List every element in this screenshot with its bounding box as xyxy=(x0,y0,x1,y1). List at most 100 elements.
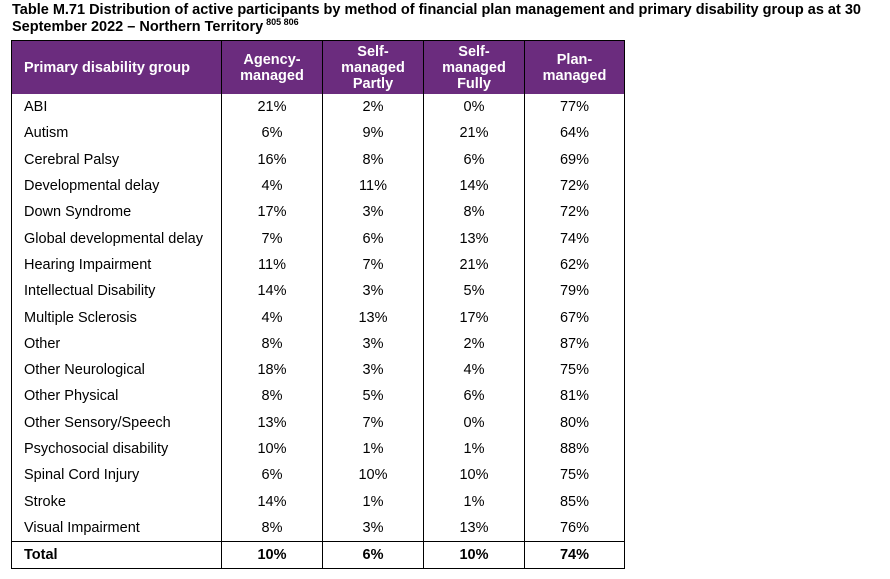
cell-value: 6% xyxy=(423,383,525,410)
cell-value: 88% xyxy=(524,435,625,463)
table-row: ABI 21% 2% 0% 77% xyxy=(11,94,625,121)
cell-value: 3% xyxy=(322,199,424,226)
cell-value: 14% xyxy=(423,172,525,200)
cell-value: 2% xyxy=(423,330,525,357)
row-label: Spinal Cord Injury xyxy=(11,462,222,489)
row-label: Cerebral Palsy xyxy=(11,146,222,173)
cell-value: 6% xyxy=(221,120,323,147)
header-self-managed-partly: Self-managed Partly xyxy=(322,40,424,94)
cell-value: 13% xyxy=(221,409,323,436)
cell-value: 5% xyxy=(322,383,424,410)
cell-value: 2% xyxy=(322,94,424,121)
cell-value: 3% xyxy=(322,514,424,542)
row-label: Intellectual Disability xyxy=(11,278,222,305)
table-row: Spinal Cord Injury 6% 10% 10% 75% xyxy=(11,462,625,489)
cell-value: 6% xyxy=(221,462,323,489)
row-label: Psychosocial disability xyxy=(11,435,222,463)
table-row: Psychosocial disability 10% 1% 1% 88% xyxy=(11,435,625,463)
header-agency-managed: Agency-managed xyxy=(221,40,323,94)
cell-value: 74% xyxy=(524,225,625,252)
cell-value: 81% xyxy=(524,383,625,410)
cell-value: 6% xyxy=(322,541,424,570)
header-self-managed-fully: Self-managed Fully xyxy=(423,40,525,94)
cell-value: 72% xyxy=(524,172,625,200)
cell-value: 85% xyxy=(524,488,625,515)
table-row: Other Sensory/Speech 13% 7% 0% 80% xyxy=(11,409,625,436)
header-row: Primary disability group Agency-managed Se… xyxy=(11,40,625,94)
cell-value: 21% xyxy=(221,94,323,121)
cell-value: 13% xyxy=(322,304,424,331)
cell-value: 75% xyxy=(524,462,625,489)
cell-value: 10% xyxy=(423,462,525,489)
caption-text: Table M.71 Distribution of active partic… xyxy=(12,2,861,35)
header-line: Plan- xyxy=(556,51,593,68)
table-row: Multiple Sclerosis 4% 13% 17% 67% xyxy=(11,304,625,331)
row-label: Stroke xyxy=(11,488,222,515)
cell-value: 10% xyxy=(423,541,525,570)
header-line: Primary disability group xyxy=(24,59,190,76)
table-caption: Table M.71 Distribution of active partic… xyxy=(12,2,884,36)
header-line: Self- xyxy=(458,43,490,60)
cell-value: 72% xyxy=(524,199,625,226)
row-label: Autism xyxy=(11,120,222,147)
table-row: Other 8% 3% 2% 87% xyxy=(11,330,625,357)
cell-value: 80% xyxy=(524,409,625,436)
table-row: Down Syndrome 17% 3% 8% 72% xyxy=(11,199,625,226)
total-row: Total 10% 6% 10% 74% xyxy=(11,541,625,570)
cell-value: 6% xyxy=(423,146,525,173)
header-line: managed xyxy=(442,59,506,76)
table-row: Other Physical 8% 5% 6% 81% xyxy=(11,383,625,410)
header-primary-disability-group: Primary disability group xyxy=(11,40,222,94)
cell-value: 9% xyxy=(322,120,424,147)
cell-value: 1% xyxy=(423,435,525,463)
cell-value: 62% xyxy=(524,251,625,279)
cell-value: 1% xyxy=(322,488,424,515)
header-line: Fully xyxy=(457,75,491,92)
table-row: Autism 6% 9% 21% 64% xyxy=(11,120,625,147)
cell-value: 4% xyxy=(221,172,323,200)
table-row: Other Neurological 18% 3% 4% 75% xyxy=(11,356,625,384)
header-line: Partly xyxy=(352,75,394,92)
cell-value: 4% xyxy=(423,356,525,384)
cell-value: 1% xyxy=(423,488,525,515)
row-label: Down Syndrome xyxy=(11,199,222,226)
cell-value: 7% xyxy=(322,251,424,279)
header-line: Agency- xyxy=(243,51,301,68)
table-row: Cerebral Palsy 16% 8% 6% 69% xyxy=(11,146,625,173)
cell-value: 7% xyxy=(221,225,323,252)
cell-value: 3% xyxy=(322,330,424,357)
header-plan-managed: Plan-managed xyxy=(524,40,625,94)
cell-value: 18% xyxy=(221,356,323,384)
table-row: Visual Impairment 8% 3% 13% 76% xyxy=(11,514,625,542)
table-row: Hearing Impairment 11% 7% 21% 62% xyxy=(11,251,625,279)
cell-value: 10% xyxy=(221,541,323,570)
cell-value: 69% xyxy=(524,146,625,173)
cell-value: 64% xyxy=(524,120,625,147)
row-label: Other Physical xyxy=(11,383,222,410)
cell-value: 16% xyxy=(221,146,323,173)
cell-value: 13% xyxy=(423,225,525,252)
cell-value: 5% xyxy=(423,278,525,305)
header-line: managed xyxy=(240,67,304,84)
cell-value: 8% xyxy=(221,383,323,410)
cell-value: 10% xyxy=(322,462,424,489)
cell-value: 8% xyxy=(423,199,525,226)
cell-value: 21% xyxy=(423,120,525,147)
cell-value: 17% xyxy=(221,199,323,226)
cell-value: 77% xyxy=(524,94,625,121)
cell-value: 11% xyxy=(221,251,323,279)
cell-value: 10% xyxy=(221,435,323,463)
data-table: Primary disability group Agency-managed Se… xyxy=(11,40,625,570)
cell-value: 14% xyxy=(221,488,323,515)
cell-value: 3% xyxy=(322,278,424,305)
cell-value: 14% xyxy=(221,278,323,305)
row-label: Visual Impairment xyxy=(11,514,222,542)
cell-value: 8% xyxy=(221,514,323,542)
row-label: Other Neurological xyxy=(11,356,222,384)
cell-value: 87% xyxy=(524,330,625,357)
table-body: ABI 21% 2% 0% 77% Autism 6% 9% 21% 64% Cerebral Pa… xyxy=(11,94,625,570)
caption-footnotes: 805 806 xyxy=(266,17,299,27)
cell-value: 13% xyxy=(423,514,525,542)
table-row: Intellectual Disability 14% 3% 5% 79% xyxy=(11,278,625,305)
cell-value: 11% xyxy=(322,172,424,200)
